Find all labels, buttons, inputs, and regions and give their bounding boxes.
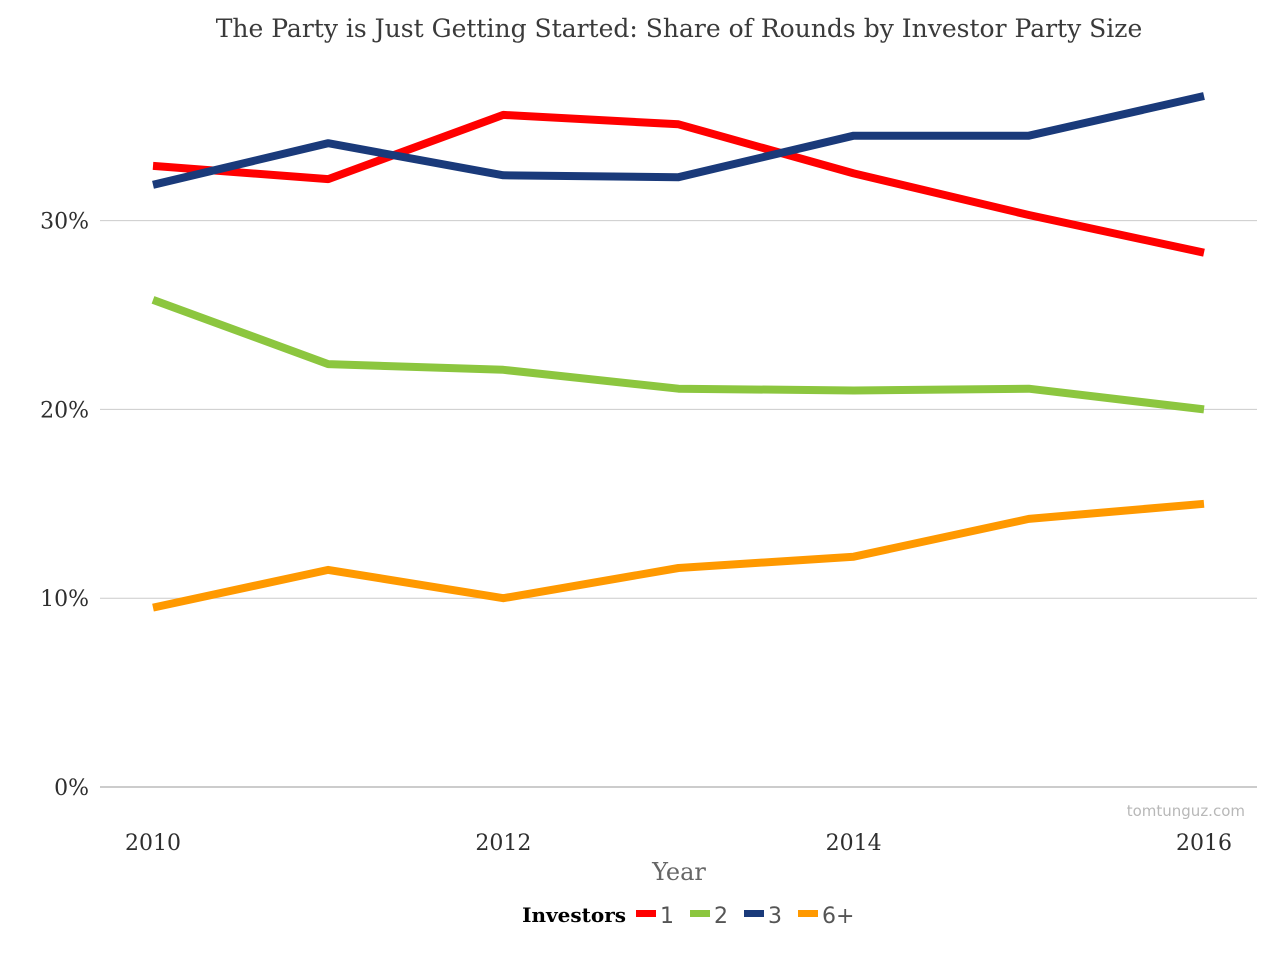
- legend-label: 6+: [822, 904, 854, 929]
- series-lines: [151, 92, 1205, 612]
- legend: Investors 1 2 3 6+: [522, 903, 854, 929]
- series-line-1: [152, 110, 1205, 257]
- y-tick-label: 10%: [40, 587, 89, 612]
- gridlines: [100, 220, 1257, 788]
- x-axis-ticks: 2010 2012 2014 2016: [125, 831, 1232, 856]
- y-tick-label: 20%: [40, 398, 89, 423]
- x-tick-label: 2014: [826, 831, 882, 856]
- watermark-text: tomtunguz.com: [1127, 802, 1245, 820]
- series-line-2: [151, 296, 1205, 414]
- series-line-3: [152, 92, 1205, 189]
- y-axis-ticks: 0% 10% 20% 30%: [40, 210, 89, 801]
- x-tick-label: 2012: [475, 831, 531, 856]
- series-line-6plus: [152, 499, 1205, 612]
- legend-swatch-1: [636, 910, 656, 917]
- y-tick-label: 30%: [40, 210, 89, 235]
- y-tick-label: 0%: [54, 776, 89, 801]
- x-tick-label: 2010: [125, 831, 181, 856]
- chart-title: The Party is Just Getting Started: Share…: [216, 14, 1143, 43]
- legend-label: 1: [660, 904, 674, 929]
- legend-label: 2: [714, 904, 728, 929]
- legend-swatch-6plus: [798, 910, 818, 917]
- legend-title: Investors: [522, 903, 626, 927]
- x-axis-title: Year: [651, 858, 706, 886]
- legend-swatch-2: [690, 910, 710, 917]
- x-tick-label: 2016: [1176, 831, 1232, 856]
- legend-label: 3: [768, 904, 782, 929]
- legend-swatch-3: [744, 910, 764, 917]
